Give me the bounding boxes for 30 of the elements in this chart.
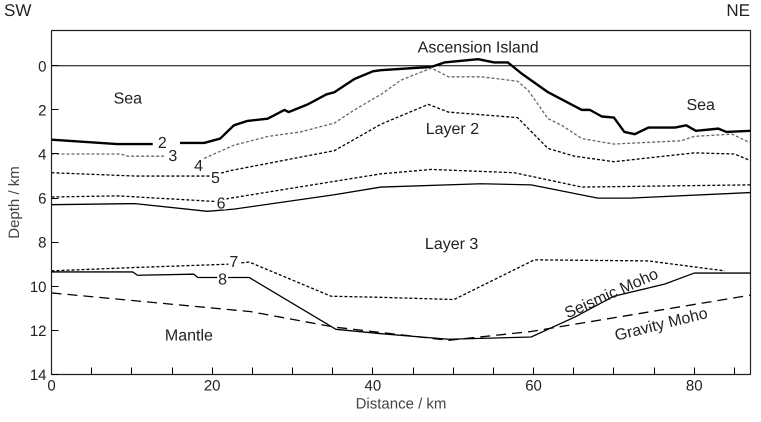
annotation: 5 (210, 170, 220, 188)
y-tick-label: 10 (30, 278, 47, 296)
annotation: Layer 2 (426, 121, 480, 138)
annotation: Layer 3 (424, 236, 478, 253)
annotation: 7 (229, 254, 238, 271)
text: NE (726, 0, 750, 22)
y-tick-label: 4 (38, 146, 46, 164)
annotation: Ascension Island (418, 40, 539, 57)
annotation: 6 (216, 196, 226, 212)
annotation: Gravity Moho (613, 305, 710, 345)
annotation: Sea (686, 96, 716, 114)
y-tick-label: 8 (38, 234, 46, 252)
y-axis-title: Depth / km (6, 166, 23, 239)
y-tick-label: 6 (38, 190, 46, 208)
x-tick-label: 60 (525, 378, 542, 394)
y-tick-label: 12 (30, 322, 47, 340)
y-tick-label: 0 (38, 58, 46, 76)
x-axis-title: Distance / km (356, 396, 446, 412)
y-tick-label: 2 (38, 102, 46, 120)
x-tick-label: 80 (686, 378, 703, 394)
annotation: 8 (218, 272, 228, 289)
x-tick-label: 40 (364, 378, 382, 394)
annotation: 4 (194, 158, 204, 176)
annotation: Sea (114, 90, 142, 108)
annotation: 2 (158, 134, 167, 152)
y-tick-label: 14 (30, 367, 47, 384)
x-tick-label: 20 (204, 378, 221, 394)
text: SW (4, 0, 32, 22)
annotation: 3 (168, 148, 178, 166)
annotation: Mantle (164, 327, 214, 344)
